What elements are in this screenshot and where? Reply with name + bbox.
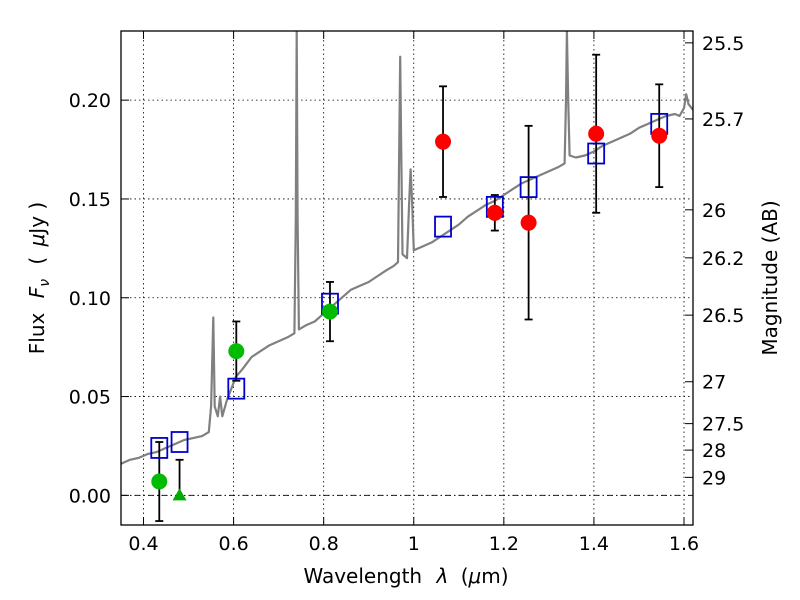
y-tick-label: 0.20 — [69, 90, 111, 112]
grid-layer — [121, 31, 693, 525]
upper-limit-triangle — [172, 488, 187, 501]
observed_red-point — [486, 204, 503, 221]
y2-tick-label: 26.5 — [702, 305, 744, 327]
observed_red-point — [520, 214, 537, 231]
model-photometry-square — [170, 431, 189, 453]
y2-tick-label: 26.2 — [702, 248, 744, 270]
observed_green-point — [228, 343, 245, 360]
y-tick-label: 0.05 — [69, 387, 111, 409]
plot-frame — [120, 30, 694, 526]
x-tick-label: 0.8 — [309, 533, 339, 555]
x-tick-label: 1 — [408, 533, 420, 555]
y2-tick-label: 25.7 — [702, 109, 744, 131]
y2-tick-label: 25.5 — [702, 33, 744, 55]
y-axis-label: Flux Fν ( μJy ) — [25, 202, 54, 354]
observed_red-point — [588, 125, 605, 142]
y2-tick-label: 27 — [702, 372, 726, 394]
x-tick-label: 1.6 — [669, 533, 699, 555]
marker-layer — [150, 112, 669, 501]
model-photometry-square — [587, 142, 606, 165]
x-tick-label: 1.4 — [579, 533, 609, 555]
y-tick-label: 0.10 — [69, 288, 111, 310]
model-photometry-square — [150, 437, 169, 459]
observed_red-point — [651, 127, 668, 144]
x-tick-label: 0.4 — [128, 533, 158, 555]
y2-tick-label: 27.5 — [702, 414, 744, 436]
model-photometry-square — [227, 377, 246, 400]
y2-axis-label: Magnitude (AB) — [758, 200, 782, 355]
x-tick-label: 1.2 — [489, 533, 519, 555]
y2-tick-label: 29 — [702, 467, 726, 489]
model-spectrum-line — [121, 31, 693, 465]
x-tick-label: 0.6 — [218, 533, 248, 555]
spectrum-layer — [121, 31, 693, 465]
observed_red-point — [435, 133, 452, 150]
errorbar-layer — [155, 53, 664, 522]
model-photometry-square — [434, 215, 452, 238]
y2-tick-label: 28 — [702, 440, 726, 462]
axes-layer: 0.4 0.6 0.8 1 1.2 1.4 1.6 0.00 0.05 0.10 0.15 0.20 2… — [69, 30, 744, 555]
y-tick-label: 0.00 — [69, 485, 111, 507]
y-tick-label: 0.15 — [69, 189, 111, 211]
x-axis-label: Wavelength λ (μm) — [303, 564, 508, 588]
observed_green-point — [321, 303, 338, 320]
observed_green-point — [151, 473, 168, 490]
model-photometry-square — [519, 176, 538, 199]
y2-tick-label: 26 — [702, 200, 726, 222]
